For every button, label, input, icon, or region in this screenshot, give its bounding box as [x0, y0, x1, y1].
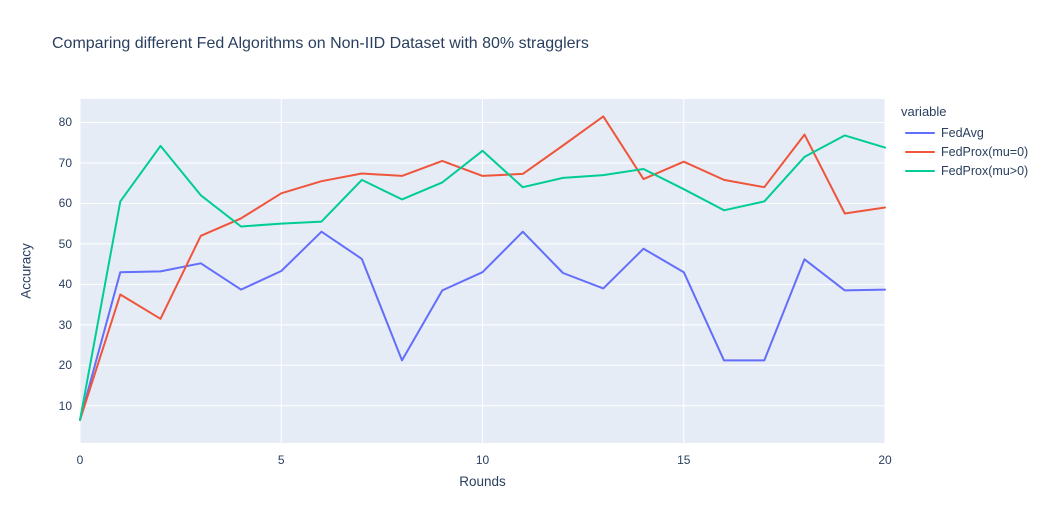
y-tick-label: 20: [58, 358, 72, 373]
legend-label: FedAvg: [941, 125, 984, 140]
chart-title: Comparing different Fed Algorithms on No…: [52, 35, 589, 52]
series-line-fedavg[interactable]: [79, 230, 886, 421]
y-tick-label: 40: [58, 277, 72, 292]
x-tick-label: 5: [277, 453, 285, 467]
legend-item-fedprox-mu-0[interactable]: FedProx(mu>0): [901, 161, 1028, 180]
legend-swatch-fedprox-mu-0: [905, 169, 935, 172]
x-axis-title: Rounds: [459, 474, 506, 489]
y-tick-label: 60: [58, 196, 72, 211]
legend: variable FedAvg FedProx(mu=0) FedProx(mu>0…: [901, 104, 1028, 180]
y-tick-label: 30: [58, 317, 72, 332]
legend-label: FedProx(mu=0): [941, 144, 1029, 159]
y-tick-label: 10: [58, 398, 72, 413]
y-tick-label: 50: [58, 236, 72, 251]
series-line-fedprox-mu-0[interactable]: [79, 134, 886, 421]
legend-swatch-fedavg: [905, 131, 935, 134]
x-tick-label: 10: [475, 453, 490, 467]
y-tick-label: 80: [58, 115, 72, 130]
legend-title: variable: [901, 104, 947, 119]
series-line-fedprox-mu-0[interactable]: [79, 115, 886, 421]
x-tick-label: 15: [677, 453, 691, 467]
legend-items: FedAvg FedProx(mu=0) FedProx(mu>0): [901, 123, 1028, 180]
x-tick-label: 0: [76, 453, 84, 467]
legend-label: FedProx(mu>0): [941, 163, 1029, 178]
legend-item-fedprox-mu-0[interactable]: FedProx(mu=0): [901, 142, 1028, 161]
y-axis-title: Accuracy: [18, 243, 34, 299]
x-tick-label: 20: [878, 453, 892, 467]
legend-item-fedavg[interactable]: FedAvg: [901, 123, 1028, 142]
y-tick-label: 70: [58, 155, 72, 170]
legend-swatch-fedprox-mu-0: [905, 150, 935, 153]
